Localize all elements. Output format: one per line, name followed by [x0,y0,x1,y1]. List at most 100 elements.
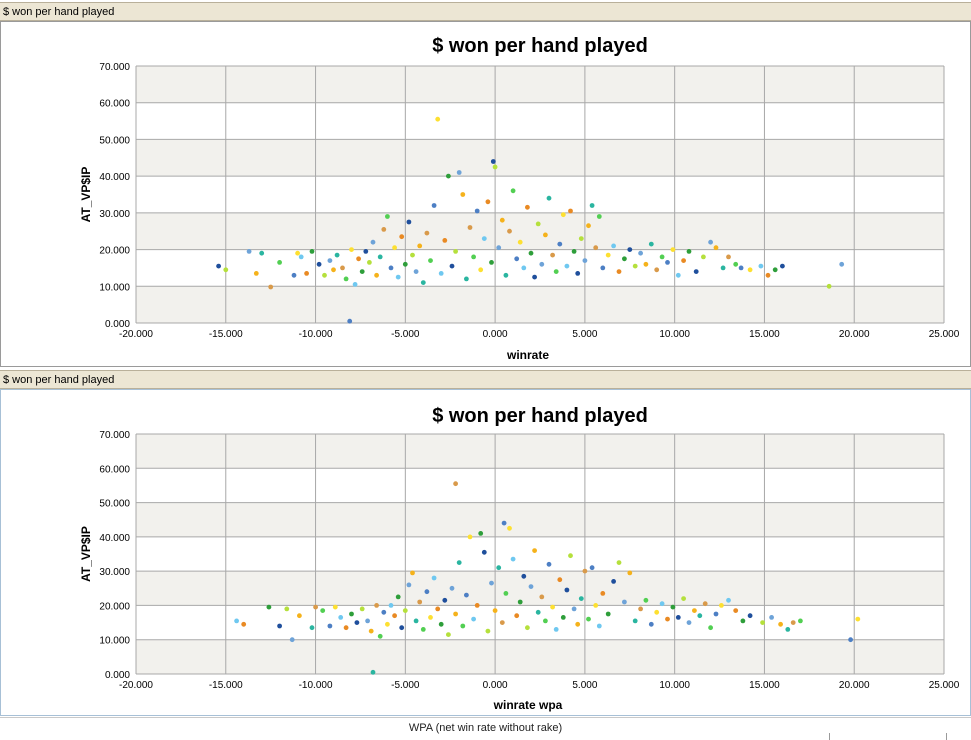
x-tick-label: 25.000 [929,329,960,340]
x-tick-label: 0.000 [483,680,508,691]
scatter-point [560,212,566,218]
y-tick-label: 40.000 [99,533,130,544]
scatter-point [798,618,803,624]
x-tick-label: 15.000 [749,680,780,691]
scatter-point [420,627,426,632]
scatter-point [726,254,731,260]
scatter-point [589,203,595,208]
scatter-point [611,243,616,249]
scatter-point [395,274,401,280]
scatter-point [449,585,455,591]
scatter-point [503,591,509,596]
scatter-point [596,214,602,219]
scatter-point [456,170,462,175]
scatter-point [702,601,708,607]
x-tick-label: 15.000 [749,329,780,340]
x-axis-label: winrate [506,348,549,362]
y-tick-label: 10.000 [99,636,130,647]
scatter-point [388,265,394,271]
scatter-point [578,236,584,242]
scatter-point [593,603,599,608]
scatter-point [277,623,282,629]
scatter-point [253,271,259,276]
scatter-point [632,618,638,624]
scatter-point [600,591,606,596]
scatter-point [622,256,627,262]
x-tick-label: 10.000 [659,329,690,340]
y-tick-label: 20.000 [99,246,130,257]
scatter-point [826,283,832,289]
scatter-point [453,481,458,487]
scatter-point [521,573,527,579]
scatter-point [627,247,633,253]
scatter-point [442,597,448,603]
scatter-point [535,609,541,615]
scatter-point [413,618,419,624]
scatter-point [446,173,451,179]
scatter-point [568,208,573,214]
scatter-point [692,608,697,613]
scatter-point [855,616,861,622]
scatter-point [733,608,739,613]
scatter-point [489,260,494,265]
scatter-point [485,628,491,634]
scatter-point [334,252,340,258]
scatter-point [410,570,415,576]
scatter-point [370,239,376,245]
scatter-point [532,548,537,553]
scatter-point [363,249,369,254]
scatter-point [365,618,370,624]
scatter-point [435,116,441,122]
scatter-point [446,632,451,637]
scatter-point [713,245,719,251]
scatter-point [758,263,764,269]
scatter-point [320,608,326,613]
scatter-point [747,613,753,619]
scatter-point [582,258,588,263]
scatter-point [431,203,437,208]
y-tick-label: 70.000 [99,62,130,73]
scatter-point [481,236,487,242]
scatter-point [550,252,555,258]
y-tick-label: 30.000 [99,567,130,578]
scatter-point [331,267,336,273]
scatter-point [298,254,304,260]
scatter-point [313,604,318,610]
y-tick-label: 20.000 [99,601,130,612]
scatter-point [586,616,591,622]
scatter-point [338,615,344,620]
scatter-point [453,611,458,617]
scatter-point [517,599,523,605]
scatter-point [464,276,469,282]
scatter-point [327,623,333,629]
scatter-point [546,561,552,567]
scatter-point [681,596,686,601]
scatter-point [456,560,462,565]
scatter-point [343,625,349,631]
scatter-point [632,263,638,269]
scatter-point [359,269,365,274]
scatter-point [720,265,726,271]
scatter-point [532,274,537,280]
scatter-point [839,261,845,267]
scatter-point [568,553,573,559]
scatter-point [557,577,563,583]
scatter-point [539,594,545,600]
scatter-point [507,525,512,531]
scatter-point [571,606,577,612]
status-footer: WPA (net win rate without rake) [0,717,971,740]
scatter-point [654,609,660,615]
y-tick-label: 50.000 [99,499,130,510]
scatter-point [659,254,665,260]
scatter-point [514,256,520,262]
scatter-point [388,603,394,608]
scatter-point [499,217,505,223]
scatter-point [304,271,309,276]
scatter-point [535,221,541,227]
scatter-point [708,239,713,245]
scatter-point [503,272,509,278]
scatter-point [507,228,512,234]
scatter-point [420,280,426,285]
x-tick-label: 5.000 [572,329,597,340]
scatter-point [428,615,433,620]
